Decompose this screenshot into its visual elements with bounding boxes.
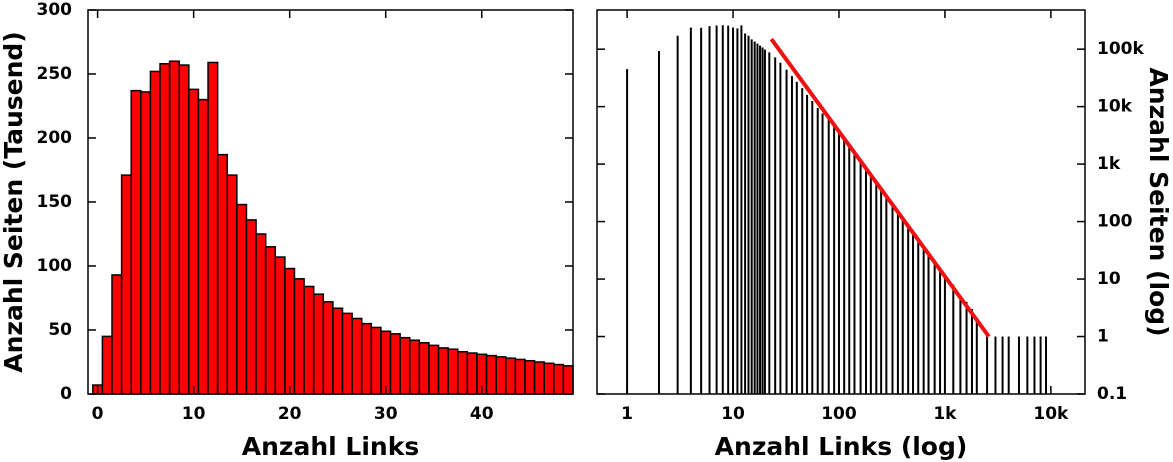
- histogram-bar: [149, 70, 161, 395]
- histogram-bar: [562, 365, 574, 395]
- y-tick-label: 300: [37, 0, 73, 20]
- histogram-bar: [101, 335, 113, 395]
- histogram-bar: [370, 326, 382, 395]
- histogram-bar: [188, 88, 200, 395]
- histogram-bar: [255, 233, 267, 395]
- histogram-bar: [457, 351, 469, 395]
- y-tick-label: 200: [37, 128, 73, 148]
- histogram-bar: [226, 174, 238, 395]
- histogram-bar: [399, 336, 411, 395]
- histogram-bar: [533, 361, 545, 395]
- histogram-bar: [543, 362, 555, 395]
- histogram-bar: [514, 358, 526, 395]
- histogram-bar: [524, 359, 536, 395]
- histogram-bar: [312, 293, 325, 395]
- x-tick-label: 1: [621, 404, 633, 424]
- histogram-bar: [418, 342, 430, 395]
- y-tick-label: 10k: [1097, 97, 1133, 117]
- histogram-bar: [408, 339, 421, 395]
- fit-line: [769, 37, 991, 338]
- y-axis-label: Anzahl Seiten (Tausend): [0, 31, 28, 372]
- histogram-bar: [485, 354, 497, 395]
- histogram-bar: [245, 219, 257, 395]
- y-tick-label: 150: [37, 192, 73, 212]
- y-tick-label: 0.1: [1097, 384, 1127, 404]
- y-tick-label: 0: [60, 384, 72, 404]
- y-tick-label: 100: [37, 256, 73, 276]
- histogram-bar: [389, 333, 401, 395]
- histogram-bar: [236, 203, 248, 395]
- x-tick-label: 10k: [1033, 404, 1069, 424]
- x-tick-label: 0: [92, 404, 104, 424]
- x-tick-label: 20: [278, 404, 302, 424]
- histogram-bar: [197, 98, 209, 395]
- histogram-bar: [447, 348, 459, 395]
- histogram-bar: [274, 256, 286, 395]
- histogram-bar: [351, 317, 363, 395]
- histogram-bar: [322, 301, 334, 395]
- histogram-bar: [380, 330, 392, 395]
- histogram-bar: [495, 356, 507, 395]
- plot-frame: [596, 9, 1086, 395]
- y-tick-label: 250: [37, 64, 73, 84]
- histogram-bar: [207, 61, 219, 395]
- x-tick-label: 30: [374, 404, 398, 424]
- y-axis-label: Anzahl Seiten (log): [1144, 67, 1173, 336]
- y-tick-label: 100: [1097, 212, 1133, 232]
- histogram-bar: [341, 312, 353, 395]
- histogram-bar: [466, 352, 478, 395]
- histogram-bar: [505, 357, 517, 395]
- x-axis-label: Anzahl Links: [242, 432, 419, 461]
- y-tick-label: 1: [1097, 327, 1109, 347]
- histogram-bar: [120, 174, 132, 395]
- y-tick-label: 100k: [1097, 39, 1144, 59]
- histogram-bar: [303, 285, 315, 395]
- histogram-bar: [178, 64, 190, 395]
- histogram-bar: [284, 267, 296, 395]
- histogram-bar: [159, 63, 171, 395]
- x-tick-label: 40: [470, 404, 494, 424]
- histogram-bar: [332, 307, 344, 395]
- y-tick-label: 50: [48, 320, 72, 340]
- x-tick-label: 1k: [933, 404, 957, 424]
- histogram-bar: [168, 60, 180, 395]
- histogram-bar: [130, 89, 142, 395]
- x-axis-label: Anzahl Links (log): [715, 432, 968, 461]
- histogram-bar: [264, 246, 277, 395]
- x-tick-label: 10: [182, 404, 206, 424]
- histogram-bar: [437, 347, 449, 395]
- histogram-bar: [553, 363, 565, 395]
- x-tick-label: 10: [721, 404, 745, 424]
- y-tick-label: 10: [1097, 269, 1121, 289]
- x-tick-label: 100: [821, 404, 857, 424]
- histogram-bar: [360, 322, 373, 395]
- histogram-bar: [293, 278, 305, 395]
- histogram-bar: [428, 344, 440, 395]
- histogram-bar: [216, 153, 229, 395]
- y-tick-label: 1k: [1097, 154, 1121, 174]
- histogram-bar: [111, 274, 123, 395]
- histogram-bar: [140, 91, 152, 395]
